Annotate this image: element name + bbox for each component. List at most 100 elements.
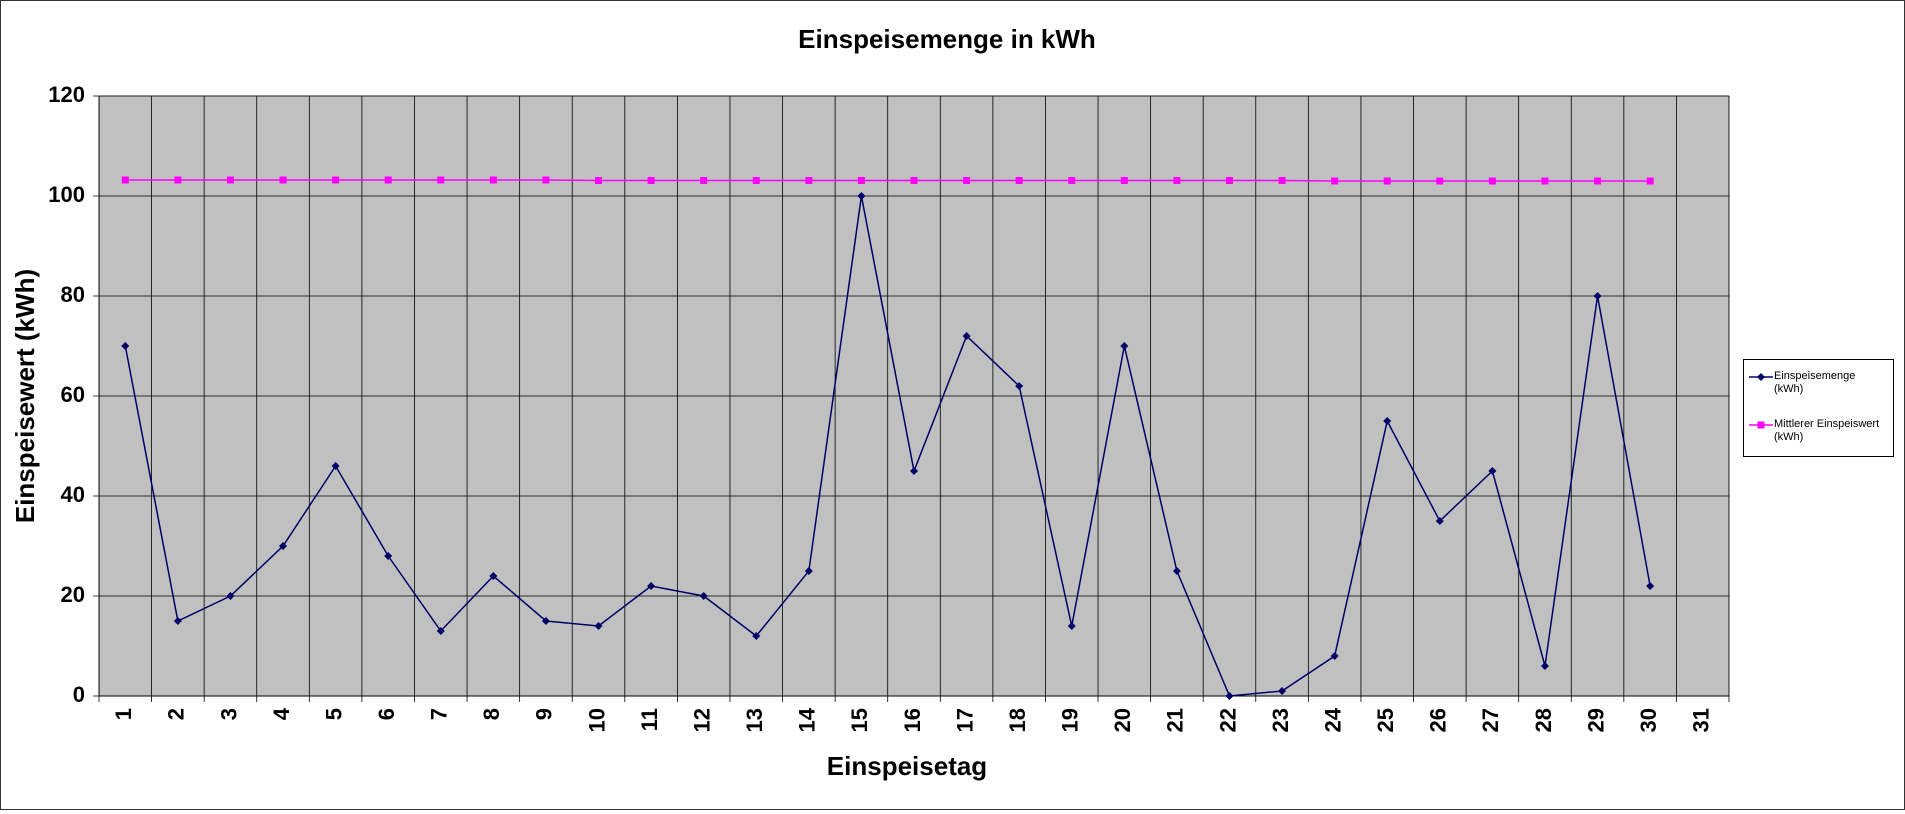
- marker: [437, 176, 445, 184]
- marker: [1120, 177, 1128, 184]
- marker: [1331, 177, 1339, 185]
- marker: [541, 617, 550, 625]
- x-tick-label: 14: [795, 707, 820, 732]
- x-tick-label: 26: [1426, 708, 1451, 732]
- x-tick-label: 29: [1583, 708, 1608, 732]
- marker: [1225, 692, 1234, 700]
- y-tick-label: 40: [61, 482, 85, 507]
- x-tick-label: 28: [1531, 708, 1556, 732]
- marker: [279, 542, 288, 550]
- marker: [173, 617, 182, 625]
- marker: [1278, 687, 1287, 695]
- marker: [1172, 567, 1181, 575]
- x-tick-label: 30: [1636, 708, 1661, 732]
- marker: [804, 567, 813, 575]
- marker: [1594, 177, 1602, 185]
- marker: [121, 342, 130, 350]
- chart-title: Einspeisemenge in kWh: [798, 24, 1096, 54]
- marker: [1278, 177, 1286, 184]
- marker: [1068, 177, 1076, 184]
- marker: [1757, 421, 1765, 429]
- marker: [1383, 177, 1391, 185]
- x-tick-label: 10: [584, 708, 609, 732]
- marker: [910, 177, 918, 184]
- x-tick-label: 23: [1268, 708, 1293, 732]
- x-tick-label: 13: [742, 708, 767, 732]
- marker: [331, 462, 340, 470]
- marker: [1015, 177, 1023, 184]
- legend-swatch: [1749, 373, 1773, 381]
- x-tick-label: 16: [900, 708, 925, 732]
- marker: [699, 592, 708, 600]
- x-tick-label: 25: [1373, 708, 1398, 732]
- legend-label: Einspeisemenge (kWh): [1774, 370, 1856, 395]
- legend-label: Mittlerer Einspeiswert (kWh): [1774, 418, 1880, 443]
- marker: [1541, 177, 1549, 185]
- x-tick-label: 17: [952, 708, 977, 732]
- x-tick-label: 31: [1689, 708, 1714, 732]
- marker: [226, 592, 235, 600]
- marker: [489, 572, 498, 580]
- marker: [910, 467, 918, 475]
- legend-swatch: [1749, 421, 1773, 429]
- marker: [1540, 662, 1549, 670]
- marker: [647, 177, 655, 184]
- x-axis-label: Einspeisetag: [827, 751, 987, 781]
- marker: [700, 177, 708, 184]
- legend-item: Einspeisemenge (kWh): [1748, 370, 1884, 396]
- y-tick-label: 20: [61, 582, 85, 607]
- marker: [542, 176, 550, 184]
- marker: [489, 176, 497, 184]
- x-tick-label: 9: [532, 708, 557, 720]
- x-tick-label: 4: [269, 707, 294, 720]
- marker: [857, 192, 866, 200]
- marker: [384, 176, 392, 184]
- marker: [1593, 292, 1602, 300]
- marker: [436, 627, 445, 635]
- marker: [279, 176, 287, 184]
- legend-item: Mittlerer Einspeiswert (kWh): [1748, 418, 1884, 444]
- x-tick-label: 20: [1110, 708, 1135, 732]
- x-tick-label: 8: [479, 708, 504, 720]
- y-tick-label: 80: [61, 282, 85, 307]
- y-tick-label: 120: [48, 82, 85, 107]
- marker: [595, 177, 603, 184]
- marker: [1120, 342, 1129, 350]
- marker: [752, 177, 760, 184]
- x-tick-label: 6: [374, 708, 399, 720]
- marker: [226, 176, 234, 184]
- y-tick-label: 100: [48, 182, 85, 207]
- marker: [1436, 177, 1444, 185]
- series-line: [124, 195, 1651, 697]
- marker: [1330, 652, 1339, 660]
- x-tick-label: 12: [689, 708, 714, 732]
- x-tick-label: 5: [321, 708, 346, 720]
- marker: [384, 552, 393, 560]
- marker: [1435, 517, 1444, 525]
- x-tick-label: 27: [1478, 708, 1503, 732]
- x-tick-label: 1: [111, 708, 136, 720]
- marker: [1015, 382, 1024, 390]
- x-tick-label: 15: [847, 708, 872, 732]
- x-tick-label: 2: [164, 708, 189, 720]
- marker: [857, 177, 865, 184]
- marker: [1067, 622, 1076, 630]
- x-tick-label: 7: [427, 708, 452, 720]
- series-line: [125, 179, 1651, 182]
- marker: [1488, 467, 1497, 475]
- x-tick-label: 22: [1215, 708, 1240, 732]
- y-tick-label: 0: [73, 682, 85, 707]
- marker: [1488, 177, 1496, 185]
- marker: [332, 176, 340, 184]
- x-tick-label: 18: [1005, 708, 1030, 732]
- legend: Einspeisemenge (kWh) Mittlerer Einspeiswe…: [1743, 359, 1894, 457]
- x-tick-label: 11: [637, 708, 662, 731]
- y-axis-label: Einspeisewert (kWh): [10, 269, 40, 523]
- marker: [752, 632, 761, 640]
- x-tick-label: 21: [1163, 708, 1188, 732]
- x-tick-label: 19: [1058, 708, 1083, 732]
- marker: [963, 177, 971, 184]
- x-tick-label: 24: [1320, 707, 1345, 732]
- marker: [1646, 582, 1655, 590]
